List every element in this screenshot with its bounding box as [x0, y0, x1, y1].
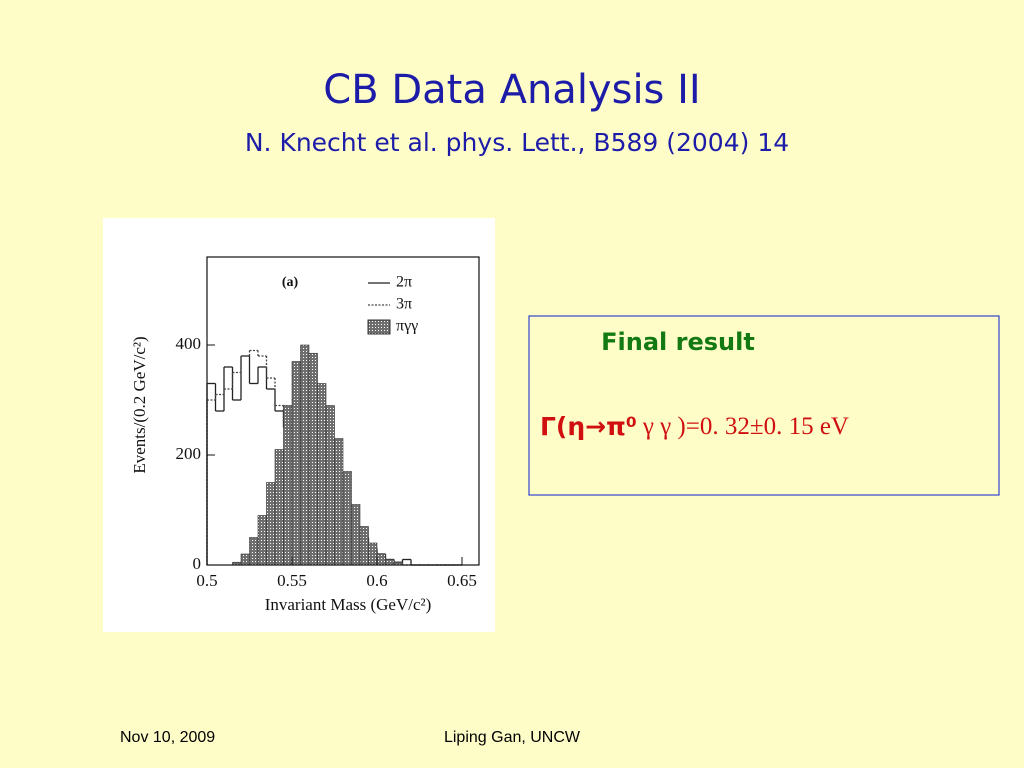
histogram-bar	[325, 405, 335, 566]
histogram-bar	[351, 504, 361, 566]
formula-suffix: γ γ )=0. 32±0. 15 eV	[642, 413, 849, 440]
plot-frame	[206, 256, 480, 566]
histogram-bar	[249, 537, 259, 566]
histogram-bar	[385, 559, 395, 566]
result-heading: Final result	[601, 328, 755, 356]
formula-prefix: Γ(η→π⁰	[540, 412, 637, 441]
footer-date: Nov 10, 2009	[120, 729, 215, 746]
histogram-bar	[368, 542, 378, 566]
histogram-bar	[376, 553, 386, 566]
histogram-bar	[359, 526, 369, 566]
x-tick-label: 0.5	[196, 571, 217, 590]
y-tick-label: 0	[193, 554, 202, 573]
legend-label: πγγ	[396, 318, 418, 335]
histogram-bar	[291, 361, 301, 566]
result-formula: Γ(η→π⁰ γ γ )=0. 32±0. 15 eV	[540, 412, 849, 441]
histogram-bar	[342, 471, 352, 566]
histogram-bar	[317, 383, 327, 566]
footer-author: Liping Gan, UNCW	[444, 729, 581, 746]
histogram-bar	[240, 553, 250, 566]
legend-label: 2π	[396, 274, 412, 291]
panel-label: (a)	[282, 275, 299, 290]
x-tick-label: 0.65	[447, 571, 477, 590]
slide-subtitle: N. Knecht et al. phys. Lett., B589 (2004…	[245, 128, 789, 157]
histogram-bar	[334, 438, 344, 566]
x-tick-label: 0.6	[366, 571, 387, 590]
legend-swatch	[367, 319, 391, 335]
y-tick-label: 200	[176, 444, 202, 463]
histogram-bar	[308, 352, 318, 566]
x-axis-label: Invariant Mass (GeV/c²)	[265, 595, 432, 614]
histogram-bar	[274, 449, 284, 566]
histogram: 2π 3π πγγ 0 200 400 0.5 0.55 0.6 0.65 (a) Invariant…	[130, 256, 480, 614]
result-box	[528, 315, 1000, 496]
histogram-bar	[266, 482, 276, 566]
y-tick-label: 400	[176, 334, 202, 353]
histogram-bar	[300, 344, 310, 566]
x-tick-label: 0.55	[277, 571, 307, 590]
slide-title: CB Data Analysis II	[323, 67, 700, 113]
y-axis-label: Events/(0.2 GeV/c²)	[130, 336, 149, 473]
legend-label: 3π	[396, 296, 412, 313]
histogram-bar	[257, 515, 267, 566]
histogram-bar	[283, 405, 293, 566]
